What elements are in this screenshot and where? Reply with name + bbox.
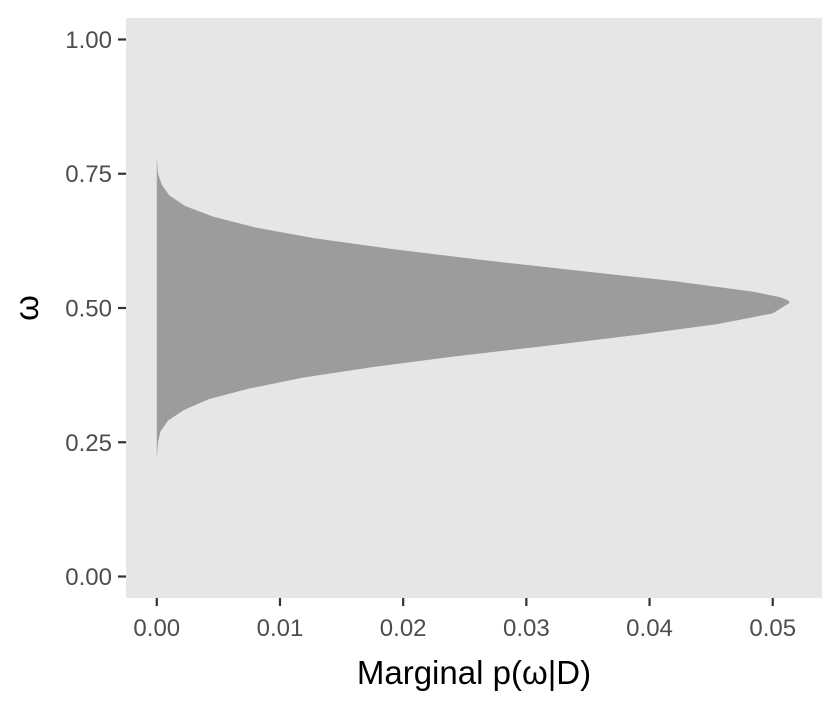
x-axis: 0.00 0.01 0.02 0.03 0.04 0.05 xyxy=(133,598,796,642)
y-tick-label: 0.75 xyxy=(65,161,112,188)
x-tick-label: 0.01 xyxy=(257,615,304,642)
y-axis-title: ω xyxy=(8,295,45,321)
x-tick-label: 0.02 xyxy=(380,615,427,642)
y-tick-label: 0.25 xyxy=(65,430,112,457)
x-tick-label: 0.00 xyxy=(133,615,180,642)
x-tick-label: 0.03 xyxy=(503,615,550,642)
density-area xyxy=(156,136,790,470)
y-tick-label: 0.00 xyxy=(65,564,112,591)
x-tick-label: 0.04 xyxy=(626,615,673,642)
y-tick-label: 0.50 xyxy=(65,296,112,323)
x-tick-label: 0.05 xyxy=(749,615,796,642)
x-axis-title: Marginal p(ω|D) xyxy=(357,654,591,691)
y-axis: 0.00 0.25 0.50 0.75 1.00 xyxy=(65,27,126,591)
y-tick-label: 1.00 xyxy=(65,27,112,54)
